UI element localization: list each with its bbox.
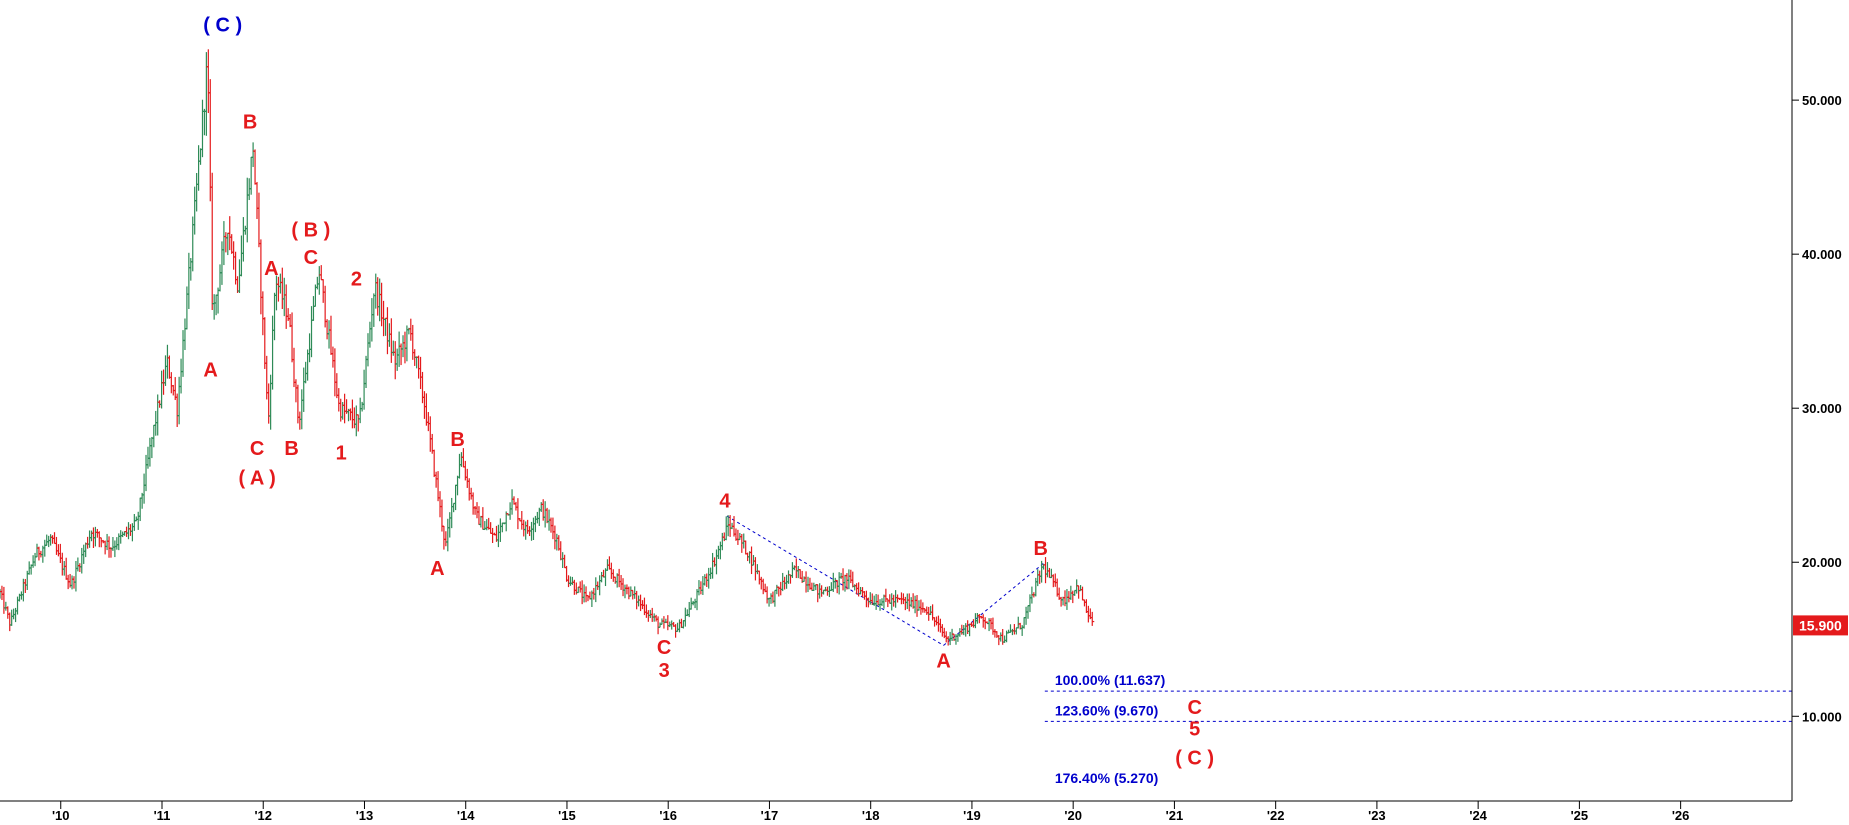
wave-label-2: A: [203, 360, 217, 382]
last-price-marker: 15.900: [1793, 615, 1848, 636]
wave-label-8: ( A ): [238, 467, 275, 489]
last-price-label: 15.900: [1799, 617, 1842, 633]
x-tick-label-8: '18: [862, 808, 880, 823]
x-axis: '10 '11 '12 '13 '14 '15 '16 '17 '18 '19 '20 '21 '22 '…: [52, 801, 1689, 823]
fib-label-1: 123.60% (9.670): [1055, 702, 1159, 718]
x-tick-label-2: '12: [254, 808, 272, 823]
wave-label-11: B: [450, 429, 464, 451]
wave-label-1: B: [243, 112, 257, 134]
fibonacci-levels: 100.00% (11.637) 123.60% (9.670) 176.40% (…: [1044, 672, 1792, 786]
x-tick-label-9: '19: [963, 808, 981, 823]
x-tick-label-11: '21: [1166, 808, 1184, 823]
x-tick-label-4: '14: [457, 808, 475, 823]
wave-label-4: ( B ): [291, 219, 330, 241]
x-tick-label-15: '25: [1571, 808, 1589, 823]
fib-label-0: 100.00% (11.637): [1055, 672, 1166, 688]
price-bars: [0, 49, 1095, 646]
x-tick-label-16: '26: [1672, 808, 1690, 823]
x-tick-label-13: '23: [1368, 808, 1386, 823]
y-tick-label-4: 10.000: [1802, 709, 1842, 724]
price-bar-561: [1090, 611, 1095, 626]
wave-label-16: A: [936, 651, 950, 673]
wave-label-19: 5: [1189, 718, 1200, 740]
wave-label-9: B: [284, 438, 298, 460]
y-axis: 50.000 40.000 30.000 20.000 10.000: [1792, 93, 1842, 724]
wave-label-3: A: [264, 258, 278, 280]
trend-line-1: [943, 561, 1046, 646]
y-tick-label-0: 50.000: [1802, 93, 1842, 108]
wave-label-7: C: [250, 438, 264, 460]
x-tick-label-0: '10: [52, 808, 70, 823]
x-tick-label-6: '16: [659, 808, 677, 823]
wave-label-18: C: [1187, 697, 1201, 719]
wave-label-0: ( C ): [203, 14, 242, 36]
x-tick-label-10: '20: [1064, 808, 1082, 823]
last-price-box: [1793, 615, 1848, 636]
wave-label-17: B: [1034, 538, 1048, 560]
x-tick-label-3: '13: [356, 808, 374, 823]
wave-label-5: C: [304, 247, 318, 269]
wave-label-12: A: [430, 558, 444, 580]
y-tick-label-1: 40.000: [1802, 247, 1842, 262]
x-tick-label-1: '11: [154, 808, 171, 823]
wave-label-6: 2: [351, 269, 362, 291]
wave-label-20: ( C ): [1175, 748, 1214, 770]
x-tick-label-14: '24: [1469, 808, 1487, 823]
x-tick-label-7: '17: [761, 808, 779, 823]
y-tick-label-2: 30.000: [1802, 401, 1842, 416]
fib-label-2: 176.40% (5.270): [1055, 770, 1159, 786]
wave-label-14: C: [657, 637, 671, 659]
x-tick-label-5: '15: [558, 808, 576, 823]
x-tick-label-12: '22: [1267, 808, 1285, 823]
wave-label-10: 1: [336, 443, 347, 465]
wave-label-15: 3: [659, 660, 670, 682]
y-tick-label-3: 20.000: [1802, 555, 1842, 570]
wave-label-13: 4: [719, 490, 731, 512]
